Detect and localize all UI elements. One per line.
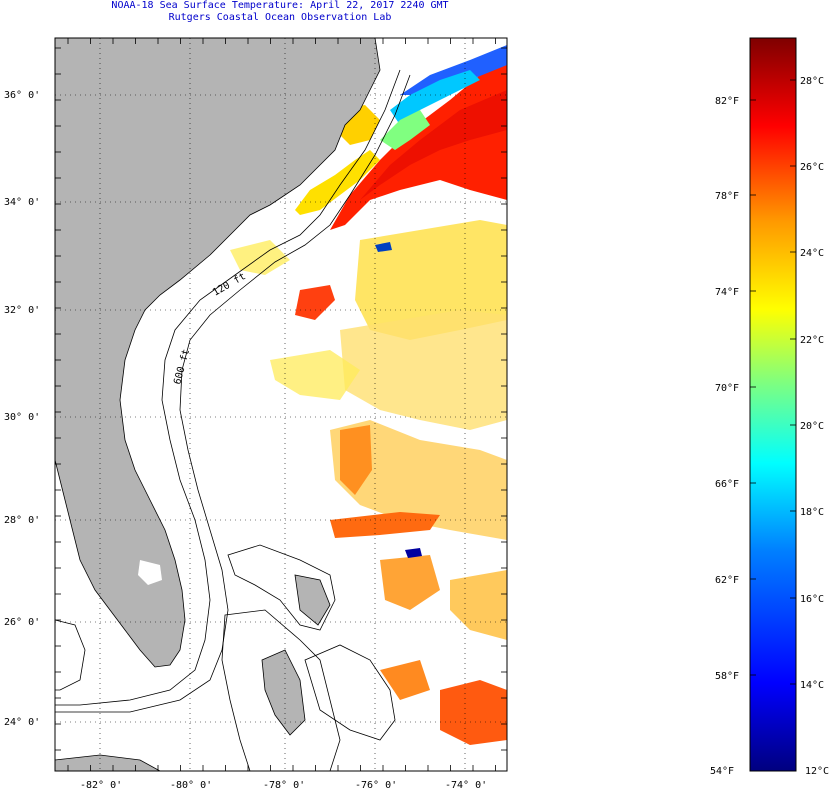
map-subtitle: Rutgers Coastal Ocean Observation Lab (168, 12, 392, 23)
lat-label-32: 32° 0' (4, 305, 40, 316)
lat-label-28: 28° 0' (4, 515, 40, 526)
cb-c-12: 12°C (805, 766, 829, 777)
colorbar: 82°F 78°F 74°F 70°F 66°F 62°F 58°F 54°F … (710, 37, 829, 777)
cb-c-16: 16°C (800, 594, 824, 605)
cb-f-82: 82°F (715, 96, 739, 107)
axis-ticks (55, 38, 507, 771)
depth-contours (55, 69, 411, 771)
cb-c-24: 24°C (800, 248, 824, 259)
graticule (55, 38, 507, 771)
cb-f-54: 54°F (710, 766, 734, 777)
cb-f-70: 70°F (715, 383, 739, 394)
cb-f-58: 58°F (715, 671, 739, 682)
lon-label-76: -76° 0' (355, 780, 397, 791)
cb-f-62: 62°F (715, 575, 739, 586)
lat-label-24: 24° 0' (4, 717, 40, 728)
cb-c-18: 18°C (800, 507, 824, 518)
cb-c-20: 20°C (800, 421, 824, 432)
cb-c-26: 26°C (800, 162, 824, 173)
lat-label-36: 36° 0' (4, 90, 40, 101)
cb-f-66: 66°F (715, 479, 739, 490)
colorbar-ticks (750, 79, 796, 685)
land-layer (55, 38, 381, 771)
lon-label-74: -74° 0' (445, 780, 487, 791)
lon-label-80: -80° 0' (170, 780, 212, 791)
cb-c-22: 22°C (800, 335, 824, 346)
lat-label-34: 34° 0' (4, 197, 40, 208)
lat-label-30: 30° 0' (4, 412, 40, 423)
lon-label-78: -78° 0' (263, 780, 305, 791)
lon-label-82: -82° 0' (80, 780, 122, 791)
cb-c-14: 14°C (800, 680, 824, 691)
cb-f-74: 74°F (715, 287, 739, 298)
latitude-axis: 36° 0' 34° 0' 32° 0' 30° 0' 28° 0' 26° 0… (4, 90, 40, 728)
map-frame (54, 37, 508, 772)
map-title: NOAA-18 Sea Surface Temperature: April 2… (111, 0, 449, 11)
longitude-axis: -82° 0' -80° 0' -78° 0' -76° 0' -74° 0' (80, 780, 487, 791)
lat-label-26: 26° 0' (4, 617, 40, 628)
colorbar-gradient (749, 37, 797, 772)
sst-data-layer (230, 45, 507, 745)
cb-c-28: 28°C (800, 76, 824, 87)
cb-f-78: 78°F (715, 191, 739, 202)
